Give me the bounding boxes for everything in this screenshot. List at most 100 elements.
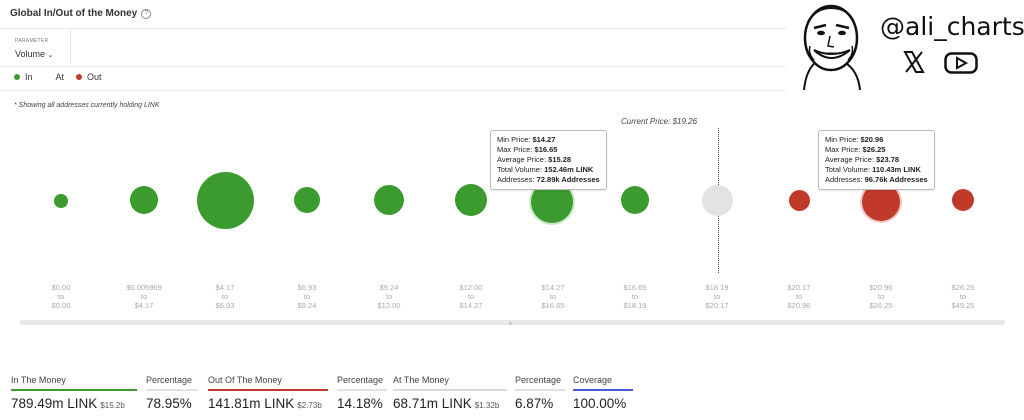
stat-value-percentage-at: 6.87% [515, 396, 554, 411]
stat-value-text: 789.49m LINK [11, 396, 98, 411]
help-circle-icon[interactable]: ? [141, 9, 152, 19]
bubble-bin-8[interactable] [621, 186, 649, 214]
range-from: $16.65 [623, 283, 647, 292]
tooltip-avg-value: $23.78 [876, 155, 900, 164]
range-to: $20.96 [787, 301, 811, 310]
current-price-label: Current Price: $19.26 [621, 117, 698, 126]
tooltip-min-label: Min Price: [497, 135, 531, 144]
range-sep: to [631, 292, 639, 301]
chevron-down-icon: ⌄ [47, 52, 54, 59]
range-sep: to [959, 292, 967, 301]
stat-value-percentage-in: 78.95% [146, 396, 192, 411]
range-from: $20.96 [869, 283, 893, 292]
stat-underline-in [11, 389, 137, 391]
range-sep: to [549, 292, 557, 301]
range-sep: to [467, 292, 475, 301]
legend-divider [0, 90, 1024, 91]
range-to: $12.00 [377, 301, 401, 310]
x-logo-icon[interactable] [902, 50, 926, 74]
stat-label-percentage-out: Percentage [337, 375, 384, 385]
stat-label-percentage-at: Percentage [515, 375, 562, 385]
legend-item-in[interactable]: In [14, 72, 33, 82]
stat-underline-out [208, 389, 328, 391]
range-label: $20.17 to $20.96 [764, 283, 834, 310]
bubble-bin-6[interactable] [455, 184, 487, 216]
legend-label-at: At [55, 72, 65, 82]
header-divider [0, 28, 1024, 29]
parameter-selector[interactable]: PARAMETER Volume ⌄ [10, 30, 71, 64]
stat-underline-pct-at [515, 389, 565, 391]
range-to: $26.25 [869, 301, 893, 310]
range-from: $0.005969 [126, 283, 162, 292]
tooltip-row-avg: Average Price: $15.28 [497, 155, 600, 165]
holdings-note: * Showing all addresses currently holdin… [14, 102, 160, 109]
scroll-grip-icon[interactable]: ≡ [509, 321, 512, 327]
bubble-bin-9[interactable] [702, 185, 733, 216]
bubble-bin-3[interactable] [197, 172, 254, 229]
tooltip-row-addr: Addresses: 72.89k Addresses [497, 175, 600, 185]
legend-item-out[interactable]: Out [76, 72, 102, 82]
range-from: $26.25 [951, 283, 975, 292]
stat-sub-value: $1.32b [474, 401, 500, 410]
at-dot-icon [44, 74, 51, 80]
tooltip-row-addr: Addresses: 96.76k Addresses [825, 175, 928, 185]
page-title-text: Global In/Out of the Money [10, 8, 138, 19]
stat-underline-coverage [573, 389, 633, 391]
stat-value-in-the-money: 789.49m LINK $15.2b [11, 396, 125, 411]
range-label: $12.00 to $14.27 [436, 283, 506, 310]
range-from: $18.19 [705, 283, 729, 292]
range-to: $49.25 [951, 301, 975, 310]
in-dot-icon [14, 74, 20, 80]
range-to: $6.93 [215, 301, 235, 310]
range-to: $18.19 [623, 301, 647, 310]
tooltip-min-label: Min Price: [825, 135, 859, 144]
range-from: $20.17 [787, 283, 811, 292]
range-to: $9.24 [297, 301, 317, 310]
stat-value-out-of-the-money: 141.81m LINK $2.73b [208, 396, 322, 411]
parameter-dropdown[interactable]: Volume ⌄ [15, 49, 53, 59]
horizontal-scrollbar[interactable] [20, 320, 1005, 325]
stat-label-coverage: Coverage [573, 375, 613, 385]
range-sep: to [221, 292, 229, 301]
cartoon-face-avatar [803, 4, 861, 91]
tooltip-vol-value: 152.46m LINK [544, 165, 594, 174]
parameter-label: PARAMETER [15, 38, 49, 44]
range-label: $9.24 to $12.00 [354, 283, 424, 310]
tooltip-bin-7: Min Price: $14.27 Max Price: $16.65 Aver… [490, 130, 607, 190]
stat-label-out-of-the-money: Out Of The Money [208, 375, 282, 385]
tooltip-avg-value: $15.28 [548, 155, 572, 164]
range-to: $16.65 [541, 301, 565, 310]
bubble-bin-2[interactable] [130, 186, 158, 214]
youtube-icon[interactable] [944, 52, 978, 74]
range-from: $6.93 [297, 283, 317, 292]
range-label: $18.19 to $20.17 [682, 283, 752, 310]
tooltip-addr-label: Addresses: [825, 175, 863, 184]
tooltip-max-value: $26.25 [862, 145, 886, 154]
tooltip-max-label: Max Price: [497, 145, 533, 154]
bubble-bin-5[interactable] [374, 185, 404, 215]
bubble-bin-10[interactable] [789, 190, 810, 211]
range-label: $0.005969 to $4.17 [109, 283, 179, 310]
bubble-bin-4[interactable] [294, 187, 320, 213]
tooltip-addr-label: Addresses: [497, 175, 535, 184]
legend-label-out: Out [87, 72, 102, 82]
range-sep: to [877, 292, 885, 301]
range-label: $20.96 to $26.25 [846, 283, 916, 310]
range-label: $6.93 to $9.24 [272, 283, 342, 310]
range-sep: to [385, 292, 393, 301]
stat-underline-pct-out [337, 389, 387, 391]
range-label: $4.17 to $6.93 [190, 283, 260, 310]
bubble-bin-1[interactable] [54, 194, 68, 208]
stat-sub-value: $15.2b [100, 401, 125, 410]
legend-item-at[interactable]: At [44, 72, 65, 82]
bubble-bin-12[interactable] [952, 189, 974, 211]
range-to: $20.17 [705, 301, 729, 310]
stat-value-text: 68.71m LINK [393, 396, 472, 411]
out-dot-icon [76, 74, 83, 80]
tooltip-avg-label: Average Price: [825, 155, 875, 164]
price-range-axis: $0.00 to $0.00 $0.005969 to $4.17 $4.17 to $6.… [0, 283, 1024, 313]
range-sep: to [713, 292, 721, 301]
tooltip-vol-label: Total Volume: [825, 165, 871, 174]
tooltip-min-value: $20.96 [860, 135, 884, 144]
tooltip-bin-11: Min Price: $20.96 Max Price: $26.25 Aver… [818, 130, 935, 190]
